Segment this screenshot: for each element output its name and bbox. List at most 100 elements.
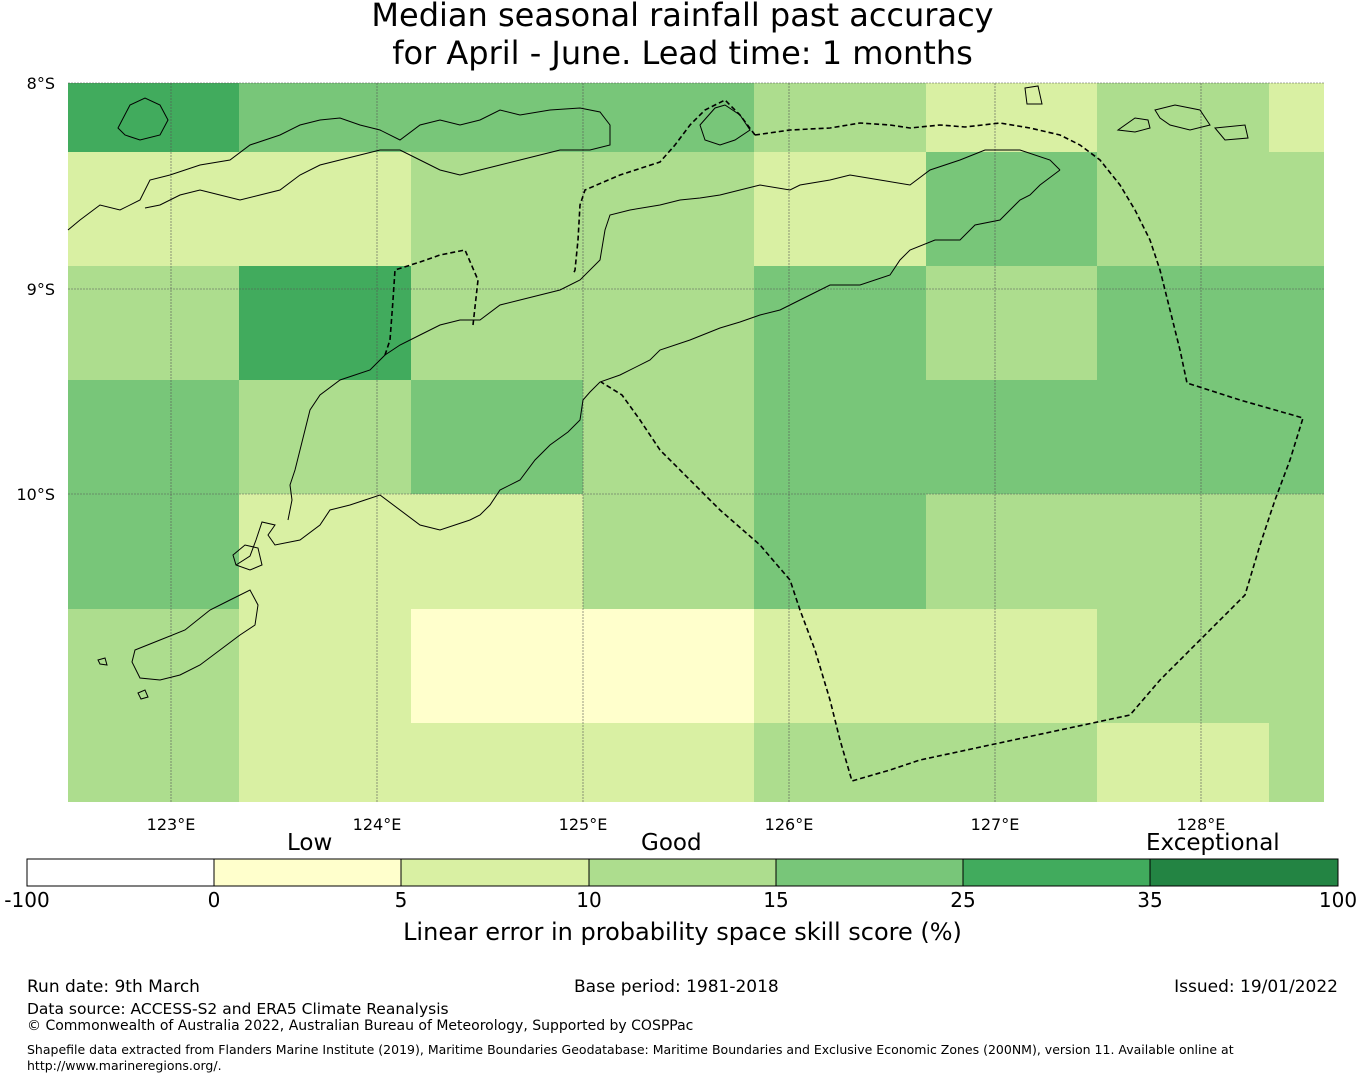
skill-cell xyxy=(926,380,1097,494)
skill-cell xyxy=(239,723,411,802)
graticule xyxy=(68,82,1324,802)
skill-cell xyxy=(68,266,239,380)
colorbar-bin xyxy=(1149,858,1339,887)
colorbar-tick-label: 15 xyxy=(763,888,789,912)
coastline-timor-south xyxy=(235,169,1061,566)
skill-cell xyxy=(239,266,411,380)
skill-cell xyxy=(239,494,411,609)
coastline-islet-3 xyxy=(1024,85,1043,105)
skill-grid xyxy=(68,83,1324,802)
eez-boundary xyxy=(384,99,1305,782)
skill-cell xyxy=(754,494,926,609)
skill-cell xyxy=(239,380,411,494)
skill-cell xyxy=(239,152,411,266)
title-line-1: Median seasonal rainfall past accuracy xyxy=(371,0,994,34)
skill-cell xyxy=(68,494,239,609)
colorbar-bin xyxy=(588,858,777,887)
colorbar-bin xyxy=(26,858,215,887)
skill-cell xyxy=(68,152,239,266)
coastline-sawu xyxy=(131,589,259,681)
colorbar-bin xyxy=(775,858,964,887)
lon-tick-label: 126°E xyxy=(765,815,814,834)
skill-cell xyxy=(1097,380,1269,494)
skill-cell xyxy=(926,83,1097,152)
coastline-islet-2 xyxy=(1214,124,1249,141)
skill-cell xyxy=(926,494,1097,609)
lat-tick-label: 8°S xyxy=(27,74,55,93)
coastline-islet-4 xyxy=(97,657,108,666)
colorbar-tick-label: 100 xyxy=(1318,888,1358,912)
skill-cell xyxy=(583,609,754,723)
coastline-atauro xyxy=(699,104,751,146)
skill-cell xyxy=(68,609,239,723)
skill-cell xyxy=(1097,494,1269,609)
lon-tick-label: 125°E xyxy=(559,815,608,834)
coastline-islet-5 xyxy=(137,689,149,700)
map-title: Median seasonal rainfall past accuracy f… xyxy=(0,0,1365,72)
colorbar-tick-label: -100 xyxy=(4,888,50,912)
skill-cell xyxy=(583,723,754,802)
skill-cell xyxy=(1097,152,1269,266)
category-low: Low xyxy=(287,830,333,856)
skill-cell xyxy=(926,609,1097,723)
skill-cell xyxy=(583,83,754,152)
skill-cell xyxy=(1269,723,1324,802)
skill-cell xyxy=(583,266,754,380)
lat-tick-label: 9°S xyxy=(27,280,55,299)
run-date: Run date: 9th March xyxy=(27,977,200,997)
coastline-alor xyxy=(67,107,611,231)
colorbar-label: Linear error in probability space skill … xyxy=(403,918,962,946)
lon-tick-label: 124°E xyxy=(353,815,402,834)
latitude-ticks: 8°S 9°S 10°S xyxy=(16,74,55,504)
skill-cell xyxy=(926,266,1097,380)
colorbar-bins xyxy=(26,858,1339,887)
colorbar-tick-label: 35 xyxy=(1137,888,1163,912)
skill-cell xyxy=(1097,609,1269,723)
lon-tick-label: 128°E xyxy=(1177,815,1226,834)
skill-map: 123°E 124°E 125°E 126°E 127°E 128°E 8°S 9°S 10°… xyxy=(16,74,1324,834)
skill-cell xyxy=(411,266,583,380)
skill-cell xyxy=(1097,723,1269,802)
skill-cell xyxy=(754,152,926,266)
category-exceptional: Exceptional xyxy=(1146,830,1280,856)
skill-cell xyxy=(1269,609,1324,723)
colorbar-bin xyxy=(400,858,590,887)
colorbar-tick-label: 5 xyxy=(394,888,408,912)
skill-cell xyxy=(754,723,926,802)
skill-cell xyxy=(1097,83,1269,152)
skill-cell xyxy=(583,494,754,609)
skill-cell xyxy=(1269,494,1324,609)
skill-cell xyxy=(1269,152,1324,266)
coastline-wetar xyxy=(1116,117,1151,133)
skill-cell xyxy=(239,83,411,152)
colorbar-tick-label: 10 xyxy=(576,888,602,912)
skill-cell xyxy=(239,609,411,723)
lon-tick-label: 127°E xyxy=(971,815,1020,834)
coastline-rote xyxy=(232,544,263,571)
skill-cell xyxy=(1097,266,1269,380)
shapefile-credit-line-1: Shapefile data extracted from Flanders M… xyxy=(27,1042,1234,1057)
skill-cell xyxy=(754,266,926,380)
skill-cell xyxy=(754,380,926,494)
colorbar-tick-label: 0 xyxy=(207,888,221,912)
skill-cell xyxy=(411,152,583,266)
base-period: Base period: 1981-2018 xyxy=(574,977,779,997)
skill-cell xyxy=(411,494,583,609)
skill-cell xyxy=(754,609,926,723)
issued-date: Issued: 19/01/2022 xyxy=(1174,977,1338,997)
colorbar xyxy=(26,858,1339,887)
title-line-2: for April - June. Lead time: 1 months xyxy=(392,34,973,72)
skill-cell xyxy=(68,723,239,802)
skill-cell xyxy=(411,83,583,152)
colorbar-bin xyxy=(213,858,402,887)
skill-cell xyxy=(411,380,583,494)
skill-cell xyxy=(411,609,583,723)
coastline-islet-1 xyxy=(117,97,169,141)
skill-cell xyxy=(926,723,1097,802)
lon-tick-label: 123°E xyxy=(147,815,196,834)
coastlines xyxy=(67,85,1249,700)
category-good: Good xyxy=(641,830,702,856)
colorbar-tick-label: 25 xyxy=(950,888,976,912)
skill-cell xyxy=(583,152,754,266)
longitude-ticks: 123°E 124°E 125°E 126°E 127°E 128°E xyxy=(147,815,1226,834)
